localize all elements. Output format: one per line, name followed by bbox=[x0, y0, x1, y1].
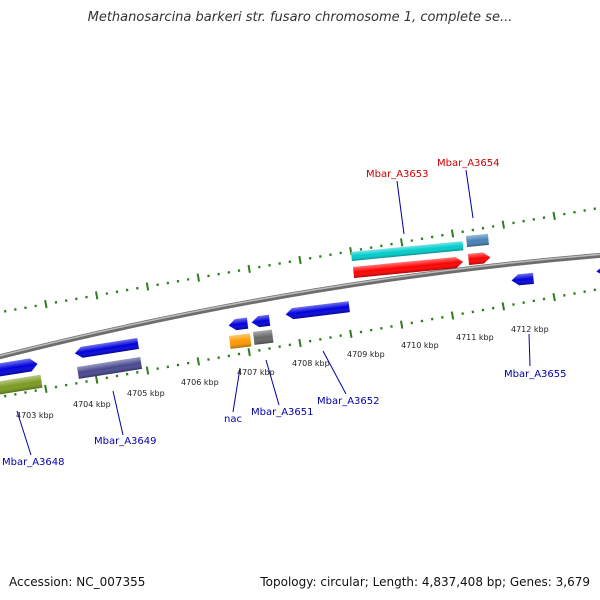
map-title: Methanosarcina barkeri str. fusaro chrom… bbox=[87, 10, 513, 25]
gene-mbar-a3653-upper-shade bbox=[351, 241, 464, 261]
major-tick bbox=[247, 264, 251, 273]
gene-mbar-a3653-lower[interactable] bbox=[353, 256, 464, 278]
leader-mbar-a3652 bbox=[322, 350, 347, 395]
gene-mbar-a3653-lower-shade bbox=[353, 257, 464, 278]
scale-label: 4711 kbp bbox=[456, 333, 494, 342]
nac-label[interactable]: nac bbox=[224, 414, 242, 425]
major-tick bbox=[94, 291, 99, 300]
major-tick bbox=[44, 300, 48, 309]
gene-features bbox=[0, 233, 600, 395]
scale-label: 4709 kbp bbox=[347, 350, 385, 359]
leader-mbar-a3655 bbox=[528, 333, 531, 367]
major-tick bbox=[450, 311, 455, 320]
gene-mbar-a3649-upper[interactable] bbox=[74, 337, 139, 359]
leader-mbar-a3654 bbox=[465, 169, 474, 219]
gene-mbar-a3649-upper-shade bbox=[74, 337, 139, 358]
mbar-a3654-label[interactable]: Mbar_A3654 bbox=[437, 158, 500, 169]
leader-mbar-a3648 bbox=[16, 410, 32, 456]
gene-right-edge[interactable] bbox=[596, 265, 600, 276]
gene-mbar-a3655[interactable] bbox=[511, 272, 534, 286]
major-tick bbox=[298, 255, 302, 265]
gene-nac[interactable] bbox=[229, 333, 252, 349]
label-leader-lines bbox=[16, 169, 531, 456]
gene-right-edge-shade bbox=[596, 265, 600, 276]
gene-mbar-a3651-c[interactable] bbox=[253, 329, 274, 345]
leader-mbar-a3653 bbox=[396, 180, 405, 235]
gene-mbar-a3651-b[interactable] bbox=[228, 317, 249, 331]
gene-mbar-a3648-lower[interactable] bbox=[0, 374, 43, 395]
gene-nac-shade bbox=[229, 333, 252, 349]
gene-mbar-a3655-shade bbox=[511, 272, 534, 286]
scale-label: 4712 kbp bbox=[511, 325, 549, 334]
gene-mbar-a3654-lower[interactable] bbox=[468, 252, 491, 265]
major-tick bbox=[399, 238, 404, 247]
leader-mbar-a3649 bbox=[112, 390, 124, 436]
gene-labels[interactable]: Mbar_A3653 Mbar_A3654 Mbar_A3648 Mbar_A3649… bbox=[2, 158, 567, 468]
major-tick bbox=[145, 366, 150, 375]
mbar-a3648-label[interactable]: Mbar_A3648 bbox=[2, 457, 65, 468]
backbone-highlight bbox=[0, 253, 600, 357]
scale-label: 4705 kbp bbox=[127, 389, 165, 398]
mbar-a3653-label[interactable]: Mbar_A3653 bbox=[366, 169, 429, 180]
major-tick bbox=[196, 273, 201, 282]
gene-mbar-a3651-a[interactable] bbox=[251, 314, 271, 328]
major-tick bbox=[552, 293, 556, 302]
gene-mbar-a3649-lower-shade bbox=[77, 356, 143, 379]
major-tick bbox=[552, 211, 556, 220]
major-tick bbox=[298, 338, 302, 348]
gene-mbar-a3648-lower-shade bbox=[0, 374, 43, 395]
accession-text: Accession: NC_007355 bbox=[9, 575, 146, 589]
major-tick bbox=[501, 302, 506, 311]
scale-label: 4703 kbp bbox=[16, 411, 54, 420]
scale-label: 4710 kbp bbox=[401, 341, 439, 350]
mbar-a3651-label[interactable]: Mbar_A3651 bbox=[251, 407, 314, 418]
gene-mbar-a3652-shade bbox=[285, 301, 350, 320]
mbar-a3649-label[interactable]: Mbar_A3649 bbox=[94, 436, 157, 447]
mbar-a3655-label[interactable]: Mbar_A3655 bbox=[504, 369, 567, 380]
gene-mbar-a3654-upper-shade bbox=[466, 233, 489, 247]
inner-tick-track bbox=[3, 288, 597, 398]
leader-mbar-a3651 bbox=[265, 359, 280, 406]
gene-mbar-a3654-upper[interactable] bbox=[466, 233, 489, 247]
major-tick bbox=[349, 329, 353, 338]
scale-label: 4707 kbp bbox=[237, 368, 275, 377]
major-tick bbox=[94, 375, 99, 384]
mbar-a3652-label[interactable]: Mbar_A3652 bbox=[317, 396, 380, 407]
backbone-line bbox=[0, 252, 600, 360]
major-tick bbox=[450, 229, 455, 238]
gene-mbar-a3648-upper-shade bbox=[0, 358, 38, 377]
scale-label: 4706 kbp bbox=[181, 378, 219, 387]
gene-mbar-a3651-b-shade bbox=[228, 317, 249, 331]
scale-label: 4708 kbp bbox=[292, 359, 330, 368]
gene-mbar-a3651-c-shade bbox=[253, 329, 274, 345]
scale-label: 4704 kbp bbox=[73, 400, 111, 409]
topology-stats-text: Topology: circular; Length: 4,837,408 bp… bbox=[260, 575, 590, 589]
major-tick bbox=[501, 220, 506, 229]
major-tick bbox=[247, 348, 251, 357]
leader-nac bbox=[232, 367, 241, 413]
gene-mbar-a3654-lower-shade bbox=[468, 252, 491, 265]
major-tick bbox=[399, 320, 404, 329]
gene-mbar-a3652[interactable] bbox=[285, 301, 350, 320]
outer-tick-track bbox=[3, 207, 597, 313]
scale-labels: 4703 kbp 4704 kbp 4705 kbp 4706 kbp 4707 kbp… bbox=[16, 325, 549, 420]
gene-mbar-a3648-upper[interactable] bbox=[0, 357, 39, 377]
major-tick bbox=[196, 357, 201, 366]
gene-mbar-a3653-upper[interactable] bbox=[351, 241, 464, 261]
major-tick bbox=[44, 384, 48, 393]
gene-mbar-a3651-a-shade bbox=[251, 314, 271, 328]
gene-mbar-a3649-lower[interactable] bbox=[77, 356, 143, 379]
chromosome-backbone bbox=[0, 252, 600, 360]
major-tick bbox=[145, 282, 150, 291]
